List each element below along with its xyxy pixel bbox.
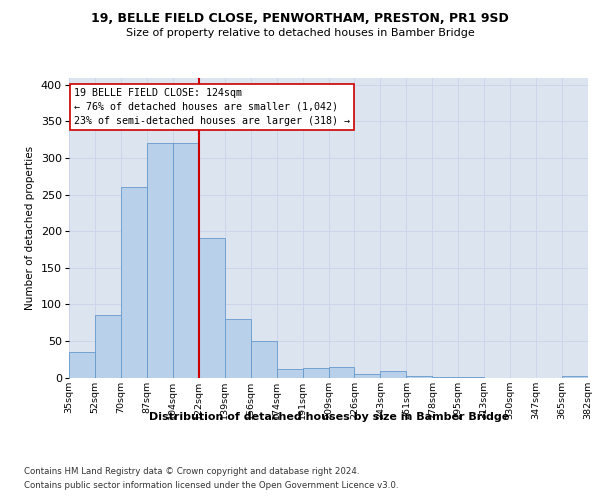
Bar	[433, 377, 458, 378]
Bar	[173, 144, 199, 378]
Bar	[406, 376, 432, 378]
Y-axis label: Number of detached properties: Number of detached properties	[25, 146, 35, 310]
Bar	[147, 144, 173, 378]
Text: 19, BELLE FIELD CLOSE, PENWORTHAM, PRESTON, PR1 9SD: 19, BELLE FIELD CLOSE, PENWORTHAM, PREST…	[91, 12, 509, 26]
Bar	[277, 368, 302, 378]
Bar	[251, 341, 277, 378]
Bar	[329, 368, 355, 378]
Text: Distribution of detached houses by size in Bamber Bridge: Distribution of detached houses by size …	[149, 412, 509, 422]
Bar	[199, 238, 224, 378]
Text: 19 BELLE FIELD CLOSE: 124sqm
← 76% of detached houses are smaller (1,042)
23% of: 19 BELLE FIELD CLOSE: 124sqm ← 76% of de…	[74, 88, 350, 126]
Text: Size of property relative to detached houses in Bamber Bridge: Size of property relative to detached ho…	[125, 28, 475, 38]
Bar	[380, 371, 406, 378]
Bar	[458, 377, 484, 378]
Text: Contains public sector information licensed under the Open Government Licence v3: Contains public sector information licen…	[24, 481, 398, 490]
Text: Contains HM Land Registry data © Crown copyright and database right 2024.: Contains HM Land Registry data © Crown c…	[24, 468, 359, 476]
Bar	[225, 319, 251, 378]
Bar	[69, 352, 95, 378]
Bar	[302, 368, 329, 378]
Bar	[562, 376, 588, 378]
Bar	[121, 188, 147, 378]
Bar	[355, 374, 380, 378]
Bar	[95, 316, 121, 378]
